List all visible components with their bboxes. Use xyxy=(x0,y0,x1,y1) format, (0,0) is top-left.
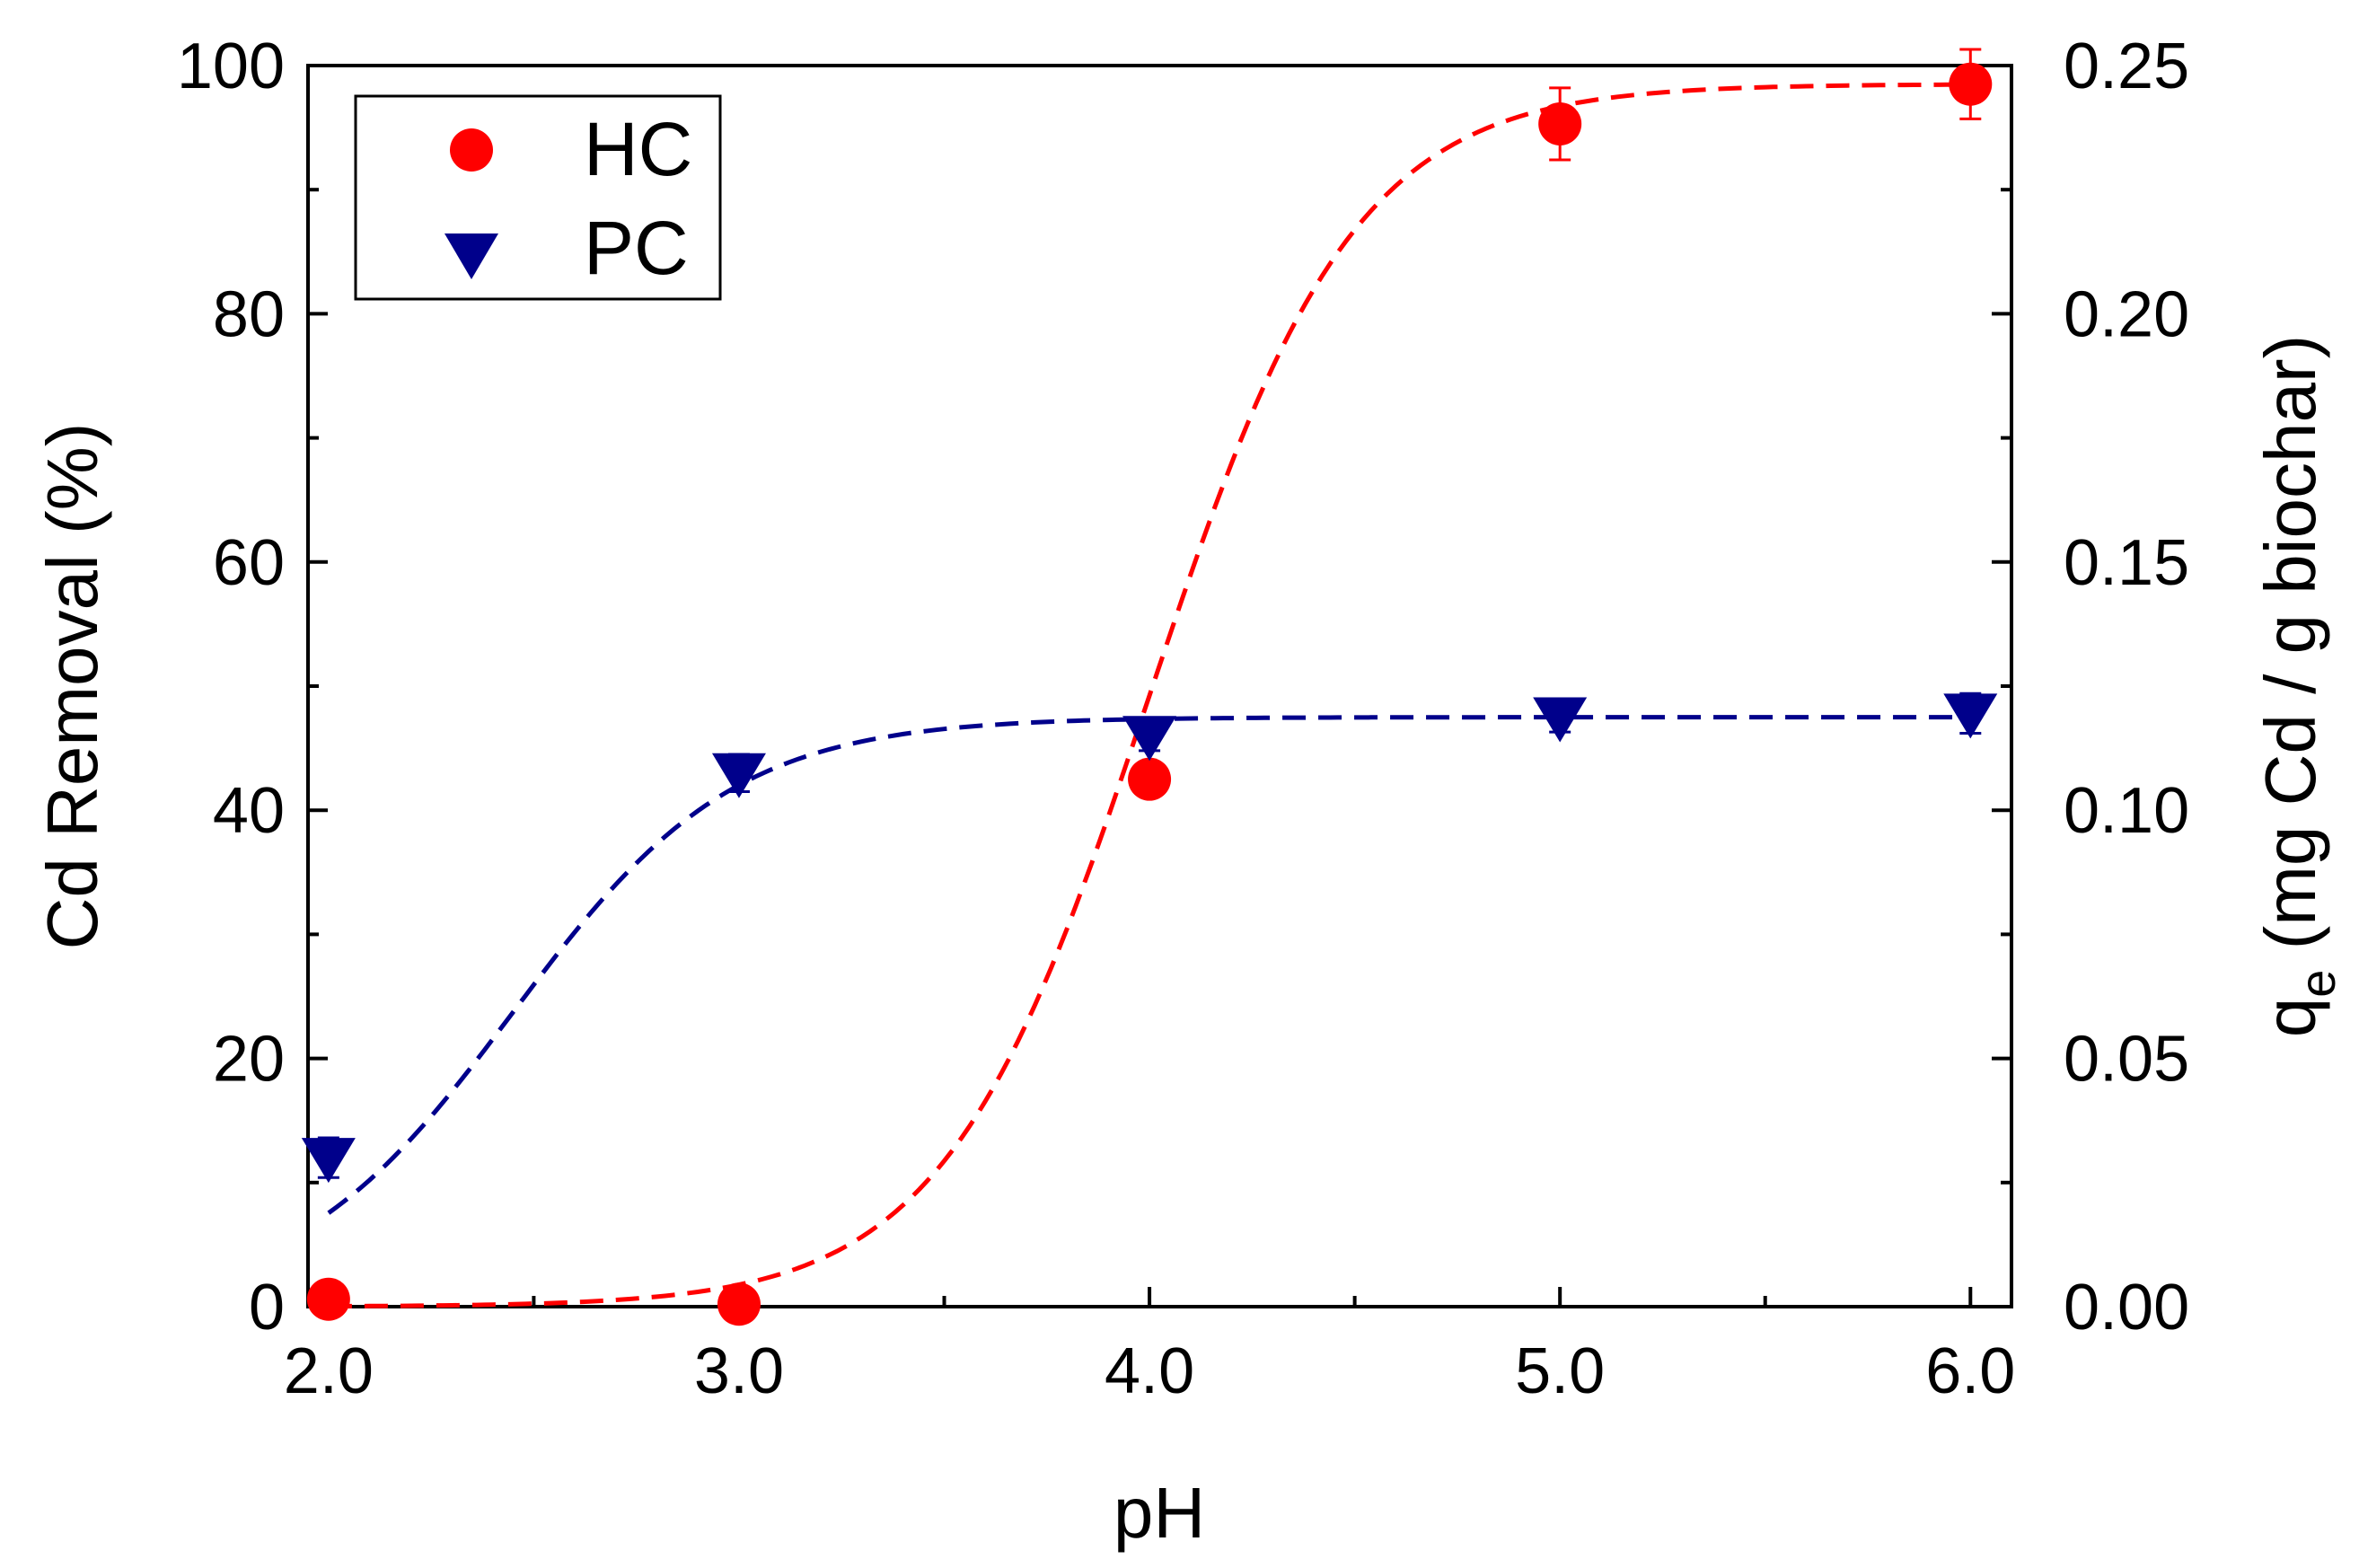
legend: HC PC xyxy=(354,94,722,301)
y2-tick-label: 0.05 xyxy=(2064,1024,2189,1096)
data-point-hc xyxy=(717,1282,761,1326)
y2-tick-label: 0.25 xyxy=(2064,31,2189,102)
y-axis-title: Cd Removal (%) xyxy=(32,423,112,950)
y2-tick-label: 0.00 xyxy=(2064,1272,2189,1343)
y-axis: 0 20 40 60 80 100 xyxy=(177,31,328,1343)
legend-marker-hc xyxy=(450,128,493,172)
y2-tick-label: 0.15 xyxy=(2064,527,2189,599)
y2-tick-label: 0.20 xyxy=(2064,278,2189,350)
y-tick-label: 40 xyxy=(213,775,285,847)
x-tick-label: 3.0 xyxy=(694,1335,784,1407)
data-point-hc xyxy=(306,1277,350,1321)
y-tick-label: 80 xyxy=(213,278,285,350)
x-tick-label: 4.0 xyxy=(1105,1335,1194,1407)
y2-axis-title: qe (mg Cd / g biochar) xyxy=(2250,335,2346,1038)
x-tick-label: 6.0 xyxy=(1925,1335,2015,1407)
y-tick-label: 100 xyxy=(177,31,285,102)
y-tick-label: 20 xyxy=(213,1024,285,1096)
legend-label-hc: HC xyxy=(584,107,692,191)
x-axis-title: pH xyxy=(1113,1473,1205,1553)
y-tick-label: 0 xyxy=(249,1272,285,1343)
x-tick-label: 2.0 xyxy=(284,1335,374,1407)
fit-curve-hc xyxy=(328,82,1971,1308)
x-tick-label: 5.0 xyxy=(1515,1335,1605,1407)
data-point-pc xyxy=(1943,693,1998,739)
data-point-hc xyxy=(1128,757,1172,801)
y2-axis: 0.00 0.05 0.10 0.15 0.20 0.25 xyxy=(1992,31,2189,1343)
legend-box xyxy=(354,94,722,301)
data-point-hc xyxy=(1538,101,1582,145)
legend-marker-pc xyxy=(445,233,498,279)
data-point-pc xyxy=(711,753,766,798)
y2-axis-title-subscript: e xyxy=(2289,970,2346,998)
y2-tick-label: 0.10 xyxy=(2064,775,2189,847)
x-axis: 2.0 3.0 4.0 5.0 6.0 xyxy=(284,1287,2015,1407)
data-point-pc xyxy=(1122,716,1177,762)
data-point-hc xyxy=(1949,62,1993,106)
data-point-pc xyxy=(1533,697,1588,743)
y2-axis-title-units: (mg Cd / g biochar) xyxy=(2250,335,2330,970)
data-markers xyxy=(301,62,1998,1326)
data-point-pc xyxy=(301,1138,356,1184)
y2-axis-title-q: q xyxy=(2250,998,2330,1038)
y-tick-label: 60 xyxy=(213,527,285,599)
legend-label-pc: PC xyxy=(584,206,689,290)
